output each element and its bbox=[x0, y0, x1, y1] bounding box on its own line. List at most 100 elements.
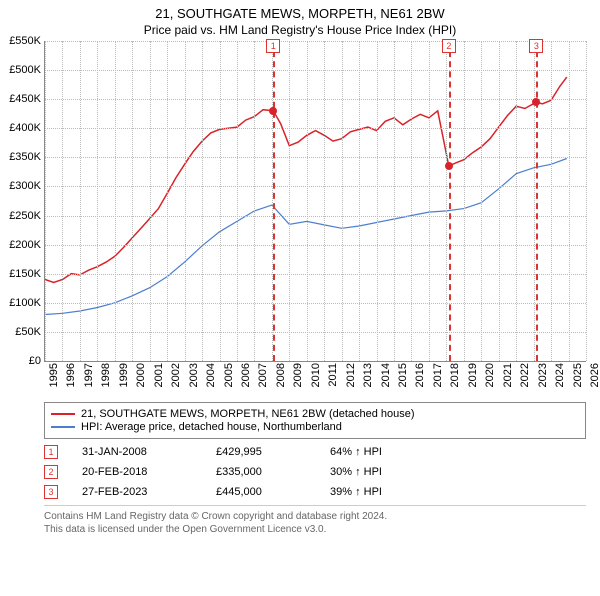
y-tick-label: £400K bbox=[9, 122, 41, 134]
legend-item: 21, SOUTHGATE MEWS, MORPETH, NE61 2BW (d… bbox=[51, 408, 579, 420]
grid-v bbox=[150, 41, 151, 361]
grid-h bbox=[45, 128, 586, 129]
legend-swatch bbox=[51, 413, 75, 415]
grid-v bbox=[516, 41, 517, 361]
x-tick-label: 2016 bbox=[414, 363, 426, 387]
marker-dot bbox=[269, 107, 277, 115]
grid-v bbox=[45, 41, 46, 361]
marker-dot bbox=[445, 162, 453, 170]
x-tick-label: 2013 bbox=[362, 363, 374, 387]
grid-h bbox=[45, 332, 586, 333]
x-tick-label: 1999 bbox=[118, 363, 130, 387]
event-badge: 3 bbox=[44, 485, 58, 499]
grid-h bbox=[45, 186, 586, 187]
y-tick-label: £50K bbox=[15, 326, 41, 338]
grid-v bbox=[446, 41, 447, 361]
marker-line bbox=[536, 41, 538, 361]
x-tick-label: 2005 bbox=[223, 363, 235, 387]
grid-v bbox=[97, 41, 98, 361]
x-tick-label: 2002 bbox=[170, 363, 182, 387]
grid-v bbox=[481, 41, 482, 361]
x-tick-label: 1997 bbox=[83, 363, 95, 387]
grid-v bbox=[359, 41, 360, 361]
x-tick-label: 2018 bbox=[449, 363, 461, 387]
grid-v bbox=[551, 41, 552, 361]
grid-v bbox=[80, 41, 81, 361]
y-tick-label: £200K bbox=[9, 239, 41, 251]
x-tick-label: 2000 bbox=[135, 363, 147, 387]
marker-line bbox=[273, 41, 275, 361]
grid-h bbox=[45, 245, 586, 246]
marker-badge: 2 bbox=[442, 39, 456, 53]
x-tick-label: 1998 bbox=[100, 363, 112, 387]
event-badge: 1 bbox=[44, 445, 58, 459]
x-tick-label: 2011 bbox=[327, 363, 339, 387]
x-tick-label: 2015 bbox=[397, 363, 409, 387]
x-tick-label: 1996 bbox=[65, 363, 77, 387]
event-row: 131-JAN-2008£429,99564% ↑ HPI bbox=[44, 445, 586, 459]
grid-h bbox=[45, 303, 586, 304]
y-tick-label: £100K bbox=[9, 297, 41, 309]
grid-v bbox=[62, 41, 63, 361]
x-tick-label: 2009 bbox=[292, 363, 304, 387]
grid-v bbox=[464, 41, 465, 361]
grid-v bbox=[254, 41, 255, 361]
marker-badge: 1 bbox=[266, 39, 280, 53]
event-delta: 64% ↑ HPI bbox=[330, 446, 382, 458]
event-badge: 2 bbox=[44, 465, 58, 479]
event-date: 20-FEB-2018 bbox=[82, 466, 192, 478]
event-delta: 39% ↑ HPI bbox=[330, 486, 382, 498]
x-tick-label: 2003 bbox=[188, 363, 200, 387]
legend-item: HPI: Average price, detached house, Nort… bbox=[51, 421, 579, 433]
grid-v bbox=[167, 41, 168, 361]
x-tick-label: 2026 bbox=[589, 363, 600, 387]
y-tick-label: £500K bbox=[9, 64, 41, 76]
x-tick-label: 2010 bbox=[310, 363, 322, 387]
grid-h bbox=[45, 99, 586, 100]
event-delta: 30% ↑ HPI bbox=[330, 466, 382, 478]
legend-label: HPI: Average price, detached house, Nort… bbox=[81, 421, 342, 433]
legend-label: 21, SOUTHGATE MEWS, MORPETH, NE61 2BW (d… bbox=[81, 408, 415, 420]
x-tick-label: 2021 bbox=[502, 363, 514, 387]
grid-v bbox=[342, 41, 343, 361]
x-tick-label: 2006 bbox=[240, 363, 252, 387]
grid-v bbox=[377, 41, 378, 361]
chart-footer: Contains HM Land Registry data © Crown c… bbox=[44, 505, 586, 536]
grid-v bbox=[289, 41, 290, 361]
x-tick-label: 2019 bbox=[467, 363, 479, 387]
grid-v bbox=[132, 41, 133, 361]
grid-h bbox=[45, 274, 586, 275]
event-price: £335,000 bbox=[216, 466, 306, 478]
y-tick-label: £150K bbox=[9, 268, 41, 280]
chart-legend: 21, SOUTHGATE MEWS, MORPETH, NE61 2BW (d… bbox=[44, 402, 586, 439]
footer-line-2: This data is licensed under the Open Gov… bbox=[44, 523, 586, 536]
x-tick-label: 2004 bbox=[205, 363, 217, 387]
event-table: 131-JAN-2008£429,99564% ↑ HPI220-FEB-201… bbox=[44, 445, 586, 499]
grid-v bbox=[220, 41, 221, 361]
grid-h bbox=[45, 157, 586, 158]
y-tick-label: £550K bbox=[9, 35, 41, 47]
x-tick-label: 2001 bbox=[153, 363, 165, 387]
grid-v bbox=[185, 41, 186, 361]
grid-h bbox=[45, 70, 586, 71]
grid-v bbox=[394, 41, 395, 361]
grid-h bbox=[45, 41, 586, 42]
marker-dot bbox=[532, 98, 540, 106]
y-tick-label: £450K bbox=[9, 93, 41, 105]
y-tick-label: £0 bbox=[29, 355, 41, 367]
event-price: £429,995 bbox=[216, 446, 306, 458]
grid-h bbox=[45, 216, 586, 217]
y-tick-label: £350K bbox=[9, 151, 41, 163]
event-row: 2 20-FEB-2018 £335,000 30% ↑ HPI bbox=[44, 465, 586, 479]
x-tick-label: 2008 bbox=[275, 363, 287, 387]
x-tick-label: 2014 bbox=[380, 363, 392, 387]
grid-v bbox=[586, 41, 587, 361]
x-tick-label: 2017 bbox=[432, 363, 444, 387]
x-tick-label: 1995 bbox=[48, 363, 60, 387]
event-price: £445,000 bbox=[216, 486, 306, 498]
legend-swatch bbox=[51, 426, 75, 428]
grid-v bbox=[307, 41, 308, 361]
chart-lines bbox=[45, 41, 586, 361]
grid-v bbox=[324, 41, 325, 361]
event-row: 327-FEB-2023£445,00039% ↑ HPI bbox=[44, 485, 586, 499]
